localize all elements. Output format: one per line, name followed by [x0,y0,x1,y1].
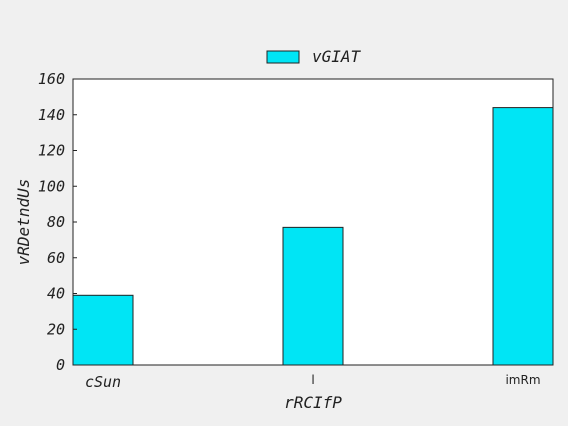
y-tick-label: 140 [38,106,65,124]
legend: vGIAT [266,47,362,66]
bar-l [282,226,344,366]
y-axis-ticks: 0 20 40 60 80 100 120 140 160 [38,70,77,374]
x-tick-label: l [311,373,314,387]
y-tick-label: 80 [47,213,65,231]
y-axis-title: vRDetndUs [14,179,33,266]
y-tick-label: 0 [56,356,65,374]
y-tick-label: 40 [47,285,65,303]
x-axis-ticks: cSun l imRm [85,373,541,391]
legend-swatch [266,50,300,64]
bars-group [72,107,554,366]
y-tick-label: 60 [47,249,65,267]
legend-label: vGIAT [312,47,362,66]
y-tick-label: 20 [47,320,65,338]
bar-imRm [492,107,554,366]
x-axis-title: rRCIfP [284,393,342,412]
x-tick-label: cSun [85,373,121,391]
x-tick-label: imRm [505,373,540,387]
y-tick-label: 120 [38,142,65,160]
bar-cSun [72,294,134,366]
y-tick-label: 100 [38,177,65,195]
y-tick-label: 160 [38,70,65,88]
